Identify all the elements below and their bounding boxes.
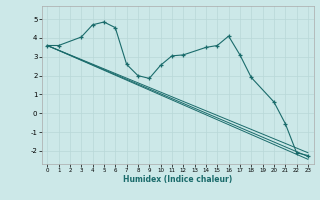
X-axis label: Humidex (Indice chaleur): Humidex (Indice chaleur) bbox=[123, 175, 232, 184]
